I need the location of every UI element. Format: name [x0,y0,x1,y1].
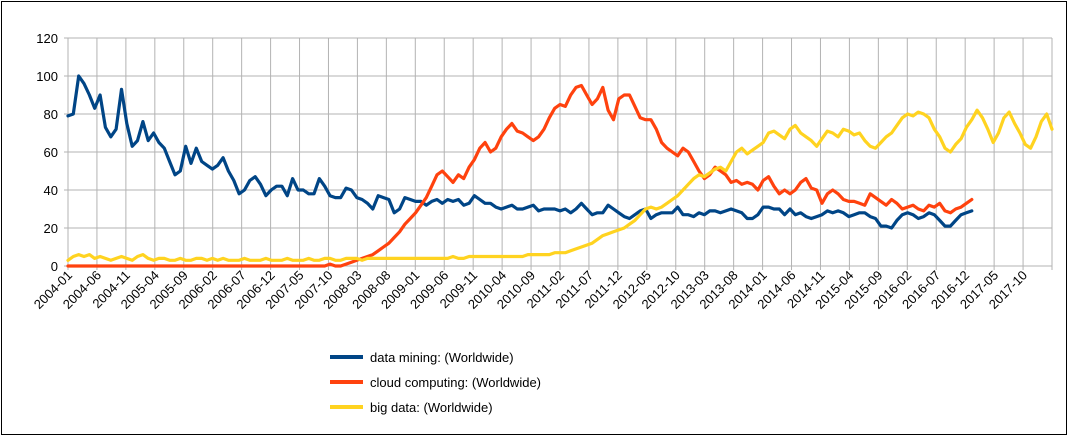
gridlines [64,37,1053,270]
y-axis-ticks: 0 20 40 60 80 100 120 [36,31,58,274]
y-tick-label: 120 [36,31,58,46]
y-tick-label: 20 [44,221,58,236]
y-tick-label: 40 [44,183,58,198]
x-axis-ticks: 2004-012004-062004-112005-042005-092006-… [31,268,1030,312]
legend: data mining: (Worldwide) cloud computing:… [330,350,541,415]
series-line-3 [66,108,1054,262]
series-lines [66,74,1054,268]
y-tick-label: 60 [44,145,58,160]
y-tick-label: 80 [44,107,58,122]
legend-label-3: big data: (Worldwide) [370,400,493,415]
legend-label-2: cloud computing: (Worldwide) [370,375,541,390]
series-line-1 [66,74,974,230]
y-tick-label: 0 [51,259,58,274]
legend-label-1: data mining: (Worldwide) [370,350,514,365]
series-line-2 [66,83,974,268]
y-tick-label: 100 [36,69,58,84]
